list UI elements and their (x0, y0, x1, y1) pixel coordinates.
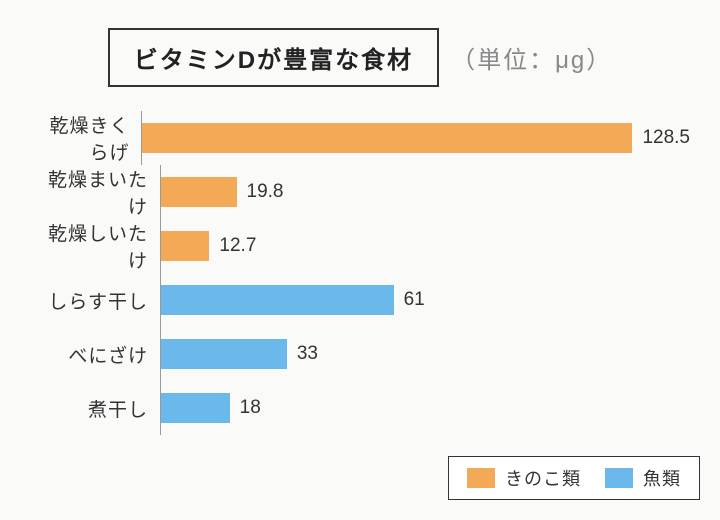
bar-row: 乾燥きくらげ 128.5 (30, 111, 690, 165)
bar-row: 乾燥しいたけ 12.7 (30, 219, 690, 273)
legend-label: 魚類 (643, 465, 681, 491)
legend-swatch (605, 468, 633, 488)
legend-item: 魚類 (605, 465, 681, 491)
legend-swatch (467, 468, 495, 488)
bar-ylabel: 乾燥まいたけ (30, 165, 160, 219)
bar (161, 393, 230, 423)
chart-unit: （単位：μg） (451, 40, 612, 75)
bar-ylabel: 乾燥きくらげ (30, 111, 141, 165)
bar (161, 339, 287, 369)
legend-item: きのこ類 (467, 465, 581, 491)
bar (142, 123, 632, 153)
bar-track: 12.7 (160, 219, 690, 273)
chart-title: ビタミンDが豊富な食材 (108, 28, 439, 87)
bar-track: 33 (160, 327, 690, 381)
bar-row: 煮干し 18 (30, 381, 690, 435)
bar-value: 33 (297, 343, 318, 365)
bar-ylabel: しらす干し (30, 287, 160, 314)
chart-area: 乾燥きくらげ 128.5 乾燥まいたけ 19.8 乾燥しいたけ 12.7 しらす干し 61 べに… (30, 111, 690, 435)
bar-value: 61 (404, 289, 425, 311)
bar-row: しらす干し 61 (30, 273, 690, 327)
bar-value: 18 (240, 397, 261, 419)
bar-track: 19.8 (160, 165, 690, 219)
bar-track: 61 (160, 273, 690, 327)
bar-ylabel: 煮干し (30, 395, 160, 422)
bar-row: 乾燥まいたけ 19.8 (30, 165, 690, 219)
bar-value: 19.8 (247, 181, 284, 203)
legend-label: きのこ類 (505, 465, 581, 491)
bar (161, 285, 394, 315)
chart-header: ビタミンDが豊富な食材 （単位：μg） (0, 0, 720, 111)
bar-value: 128.5 (642, 127, 690, 149)
bar-ylabel: べにざけ (30, 341, 160, 368)
bar-value: 12.7 (219, 235, 256, 257)
bar (161, 177, 237, 207)
bar-track: 128.5 (141, 111, 690, 165)
legend: きのこ類 魚類 (448, 456, 700, 500)
bar-ylabel: 乾燥しいたけ (30, 219, 160, 273)
bar-track: 18 (160, 381, 690, 435)
bar (161, 231, 209, 261)
bar-row: べにざけ 33 (30, 327, 690, 381)
